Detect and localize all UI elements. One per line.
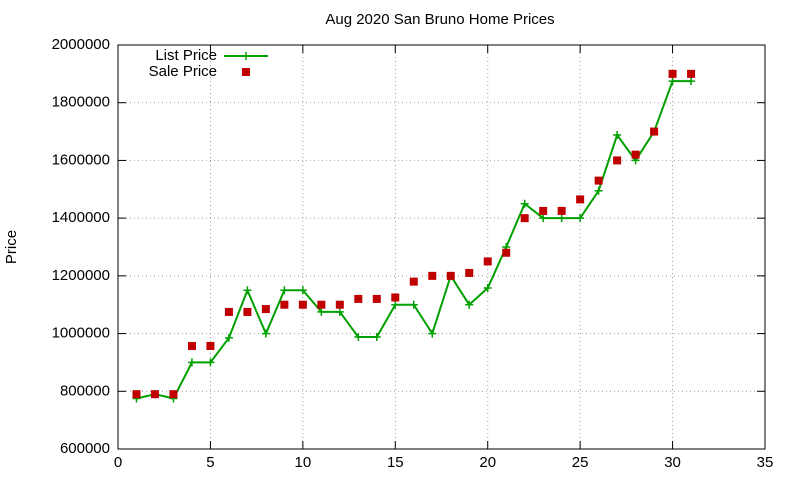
plus-marker: [206, 358, 215, 367]
plus-marker: [594, 186, 603, 195]
square-marker: [409, 277, 418, 286]
square-marker: [335, 300, 344, 309]
x-tick-label: 0: [114, 454, 122, 471]
square-marker: [391, 293, 400, 302]
plus-marker: [613, 131, 622, 140]
x-tick-label: 15: [387, 454, 404, 471]
square-marker: [428, 271, 437, 280]
plus-marker: [243, 286, 252, 295]
square-marker: [631, 150, 640, 159]
x-tick-label: 25: [572, 454, 589, 471]
square-marker: [224, 307, 233, 316]
square-marker: [576, 195, 585, 204]
y-tick-label: 1400000: [52, 209, 110, 226]
plus-marker: [520, 199, 529, 208]
plus-marker: [335, 307, 344, 316]
square-marker: [243, 307, 252, 316]
plus-marker: [298, 286, 307, 295]
square-marker: [520, 214, 529, 223]
plus-marker: [372, 333, 381, 342]
plus-marker: [280, 286, 289, 295]
plus-marker: [409, 300, 418, 309]
y-axis-label: Price: [3, 230, 20, 264]
x-tick-label: 30: [664, 454, 681, 471]
square-marker: [483, 257, 492, 266]
plus-marker: [391, 300, 400, 309]
plus-marker: [668, 77, 677, 86]
y-tick-label: 1600000: [52, 151, 110, 168]
x-tick-label: 20: [479, 454, 496, 471]
x-tick-label: 10: [295, 454, 312, 471]
plus-marker: [576, 214, 585, 223]
plus-marker: [428, 329, 437, 338]
plus-marker: [687, 77, 696, 86]
square-marker: [132, 390, 141, 399]
square-marker: [372, 294, 381, 303]
plus-marker: [317, 307, 326, 316]
square-marker: [650, 127, 659, 136]
square-marker: [187, 341, 196, 350]
square-marker: [668, 69, 677, 78]
square-marker: [687, 69, 696, 78]
plus-marker: [261, 329, 270, 338]
square-marker: [206, 341, 215, 350]
square-marker: [261, 305, 270, 314]
series-line: [136, 80, 692, 400]
y-tick-label: 600000: [60, 440, 110, 457]
legend-swatch: [242, 68, 250, 76]
square-marker: [354, 294, 363, 303]
square-marker: [557, 206, 566, 215]
square-marker: [280, 300, 289, 309]
square-marker: [169, 390, 178, 399]
square-marker: [613, 156, 622, 165]
x-tick-label: 35: [757, 454, 774, 471]
square-marker: [465, 268, 474, 277]
legend-label: Sale Price: [149, 63, 217, 80]
y-tick-label: 800000: [60, 382, 110, 399]
chart-title: Aug 2020 San Bruno Home Prices: [325, 11, 554, 28]
square-marker: [150, 390, 159, 399]
square-marker: [298, 300, 307, 309]
legend-label: List Price: [155, 47, 217, 64]
y-tick-label: 1000000: [52, 325, 110, 342]
plus-marker: [483, 283, 492, 292]
square-marker: [502, 248, 511, 257]
legend-swatch: [242, 52, 250, 60]
plus-marker: [465, 300, 474, 309]
plus-marker: [224, 333, 233, 342]
plus-marker: [539, 214, 548, 223]
square-marker: [594, 176, 603, 185]
plus-marker: [187, 358, 196, 367]
y-tick-label: 2000000: [52, 36, 110, 53]
y-tick-label: 1200000: [52, 267, 110, 284]
square-marker: [539, 206, 548, 215]
x-tick-label: 5: [206, 454, 214, 471]
y-tick-label: 1800000: [52, 94, 110, 111]
plus-marker: [557, 214, 566, 223]
plot-frame: [117, 44, 766, 450]
square-marker: [446, 271, 455, 280]
plus-marker: [354, 333, 363, 342]
square-marker: [317, 300, 326, 309]
